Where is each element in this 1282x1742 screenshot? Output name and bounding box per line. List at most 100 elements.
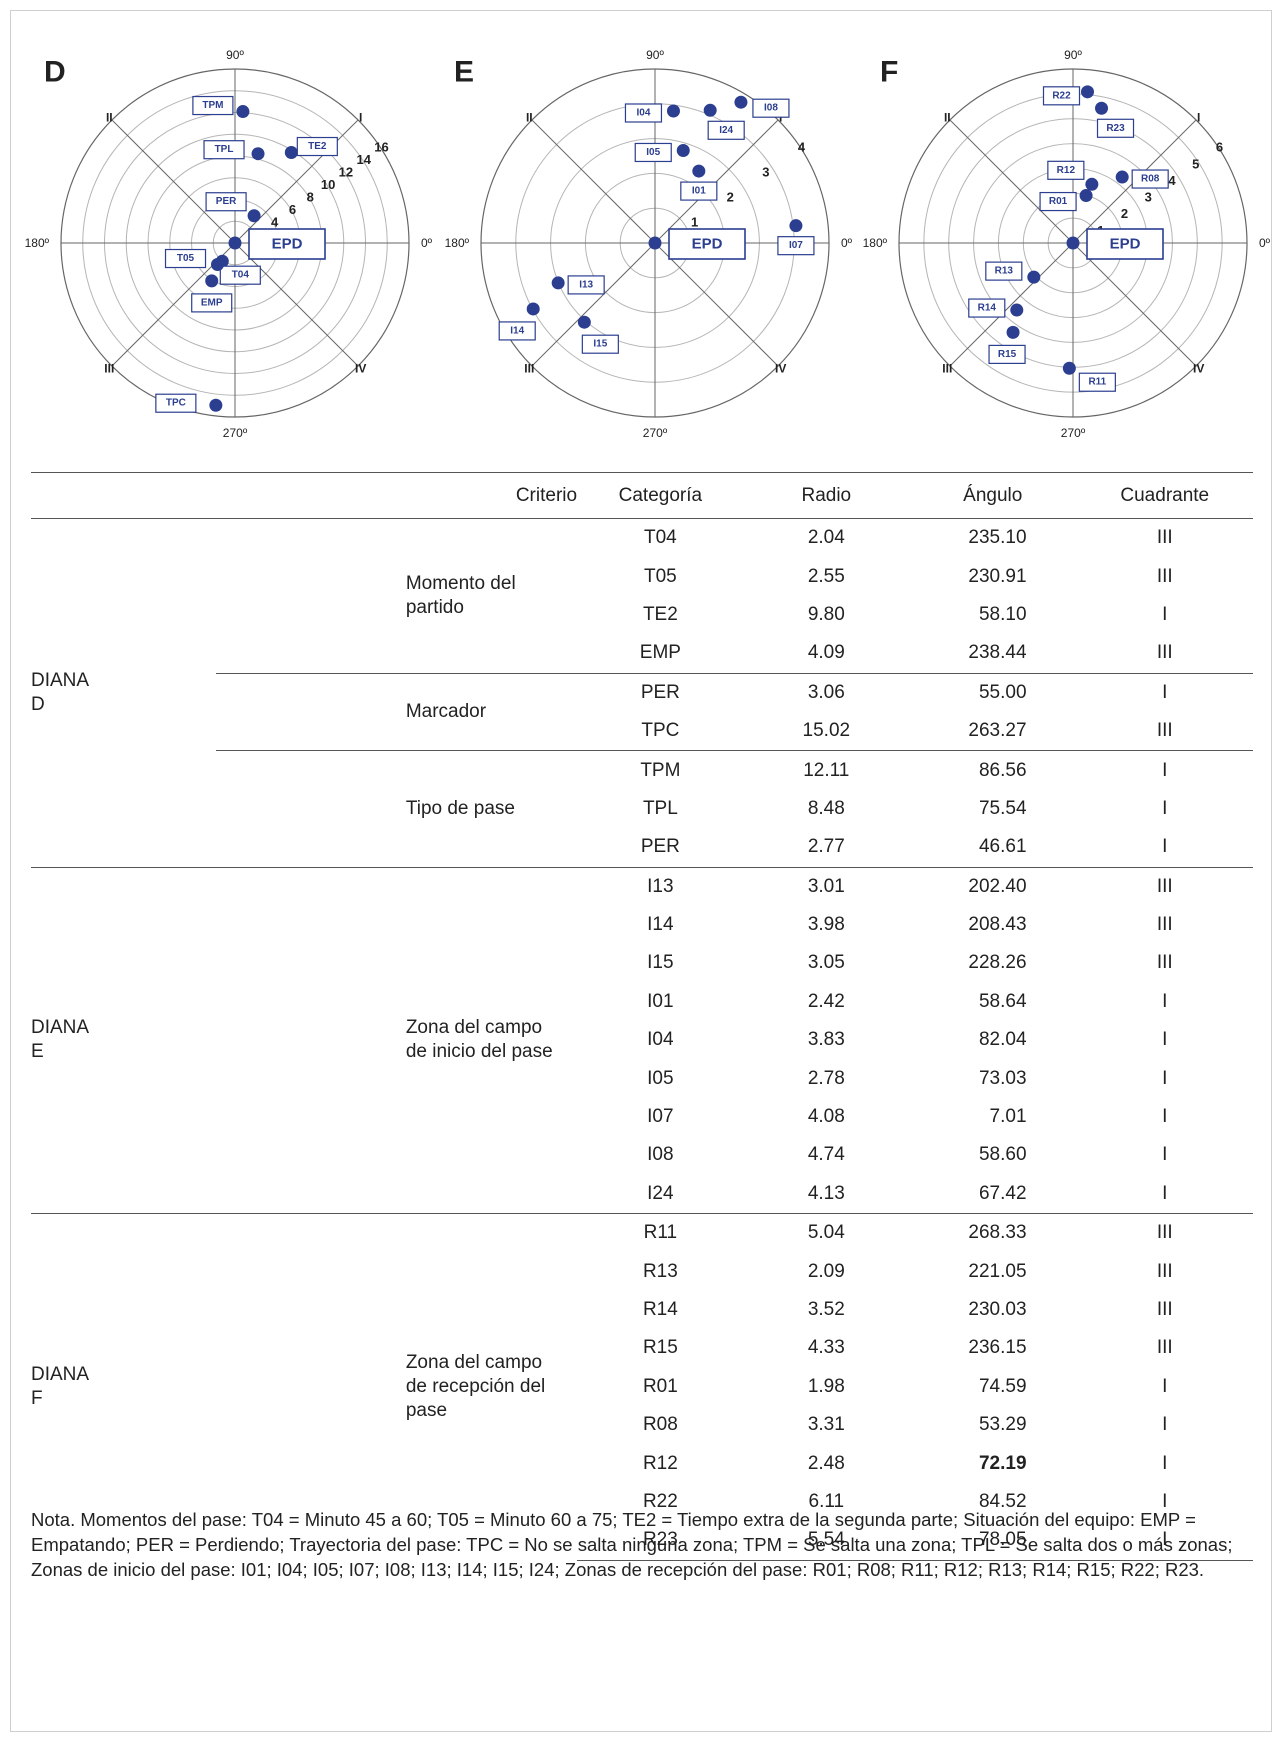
categoria-cell: R23 <box>577 1521 744 1561</box>
table-row: DIANA F Zona del campo de recepción del pas… <box>31 1213 1253 1561</box>
radial-tick-label: 4 <box>798 140 806 155</box>
categoria-cell: I15 <box>647 952 674 974</box>
point-label-box <box>1042 86 1081 106</box>
data-point <box>789 219 803 233</box>
angle-label: 0º <box>841 236 853 250</box>
angulo-cell: 208.43 <box>968 914 1027 936</box>
point-label-box <box>1096 118 1135 138</box>
panel-label: F <box>880 56 898 89</box>
point-label-box <box>296 136 338 157</box>
point-label-box <box>1078 372 1116 392</box>
cuadrante-cell: I <box>1162 603 1168 625</box>
angulo-cell: 268.33 <box>908 1213 1077 1253</box>
angulo-cell: 58.10 <box>978 603 1027 625</box>
radio-cell: 12.11 <box>743 750 909 790</box>
table-row: I01 2.42 58.64 I <box>31 983 1253 1021</box>
table-row: TE2 9.80 58.10 I <box>31 596 1253 634</box>
point-label: R01 <box>1049 196 1068 207</box>
point-label: I08 <box>764 103 778 114</box>
point-label: I13 <box>579 279 593 290</box>
angulo-cell: 53.29 <box>978 1414 1027 1436</box>
table-row: I14 3.98 208.43 III <box>31 906 1253 944</box>
data-point <box>526 302 540 316</box>
data-point <box>236 105 250 119</box>
categoria-cell: R22 <box>642 1490 678 1512</box>
cuadrante-cell: III <box>1156 952 1173 974</box>
radial-tick-label: 6 <box>289 202 296 217</box>
center-label-box <box>248 228 326 260</box>
radial-tick-label: 4 <box>1168 173 1176 188</box>
categoria-cell: I13 <box>577 866 744 906</box>
figure-frame <box>10 10 1272 1732</box>
panel-label: E <box>454 56 474 89</box>
center-label: EPD <box>272 236 303 253</box>
radio-cell: 3.83 <box>807 1029 845 1051</box>
categoria-cell: I08 <box>647 1144 674 1166</box>
categoria-cell: TPC <box>641 720 680 742</box>
table-row: R14 3.52 230.03 III <box>31 1291 1253 1329</box>
categoria-cell: TPM <box>577 750 744 790</box>
radial-tick-label: 2 <box>1121 206 1128 221</box>
data-point <box>1062 361 1076 375</box>
angulo-cell: 55.00 <box>908 672 1077 712</box>
categoria-cell: R12 <box>642 1452 678 1474</box>
angulo-cell: 202.40 <box>908 866 1077 906</box>
quadrant-label: IV <box>1193 362 1204 376</box>
quadrant-label: II <box>106 110 113 124</box>
table-row: R22 6.11 84.52 I <box>31 1483 1253 1521</box>
point-label-box <box>988 344 1026 364</box>
point-label: R14 <box>978 303 997 314</box>
table-row: I04 3.83 82.04 I <box>31 1021 1253 1059</box>
point-label: R11 <box>1088 377 1106 388</box>
radial-tick-label: 5 <box>1192 156 1199 171</box>
cuadrante-cell: I <box>1162 990 1168 1012</box>
angle-label: 270º <box>643 426 668 440</box>
criterio-cell: Tipo de pase <box>215 750 578 868</box>
point-label-box <box>752 98 790 118</box>
radio-cell: 3.05 <box>807 952 845 974</box>
radial-tick-label: 2 <box>727 190 734 205</box>
cuadrante-cell: III <box>1076 1213 1253 1253</box>
point-label: I05 <box>646 147 660 158</box>
point-label: TPL <box>215 144 234 155</box>
angle-label: 90º <box>226 48 244 62</box>
angulo-cell: 74.59 <box>978 1375 1027 1397</box>
cuadrante-cell: I <box>1162 1144 1168 1166</box>
point-label-box <box>1047 160 1085 180</box>
header-radio: Radio <box>743 472 909 519</box>
categoria-cell: I07 <box>647 1106 674 1128</box>
angle-label: 180º <box>445 236 470 250</box>
angulo-cell: 58.64 <box>978 990 1027 1012</box>
center-label: EPD <box>692 236 723 253</box>
radial-tick-label: 3 <box>762 165 769 180</box>
quadrant-label: II <box>944 110 951 124</box>
table-row: DIANA D Momento del partido T04 2.04 235.10 II… <box>31 519 1253 715</box>
table-row: R08 3.31 53.29 I <box>31 1406 1253 1444</box>
categoria-cell: TPL <box>642 797 678 819</box>
point-label: I24 <box>719 125 733 136</box>
cuadrante-cell: I <box>1076 1521 1253 1561</box>
point-label-box <box>567 275 605 295</box>
table-row: R13 2.09 221.05 III <box>31 1252 1253 1290</box>
table-row: PER 2.77 46.61 I <box>31 828 1253 867</box>
point-label-box <box>581 334 619 354</box>
radio-cell: 2.04 <box>807 527 845 549</box>
quadrant-label: IV <box>355 362 366 376</box>
data-point <box>692 164 706 178</box>
cuadrante-cell: I <box>1162 1414 1168 1436</box>
header-categoria: Categoría <box>577 472 744 519</box>
point-label-box <box>155 393 197 413</box>
data-point <box>1081 85 1095 99</box>
point-label: I15 <box>593 339 607 350</box>
angle-label: 180º <box>25 236 50 250</box>
cuadrante-cell: III <box>1156 565 1173 587</box>
angulo-cell: 67.42 <box>978 1182 1027 1204</box>
criterio-cell: Momento del partido <box>405 572 516 618</box>
center-point <box>228 236 242 250</box>
radio-cell: 5.04 <box>743 1213 909 1253</box>
cuadrante-cell: III <box>1156 914 1173 936</box>
categoria-cell: PER <box>577 672 744 712</box>
radio-cell: 2.55 <box>807 565 845 587</box>
point-label-box <box>985 261 1023 281</box>
table-row: R12 2.48 72.19 I <box>31 1444 1253 1482</box>
